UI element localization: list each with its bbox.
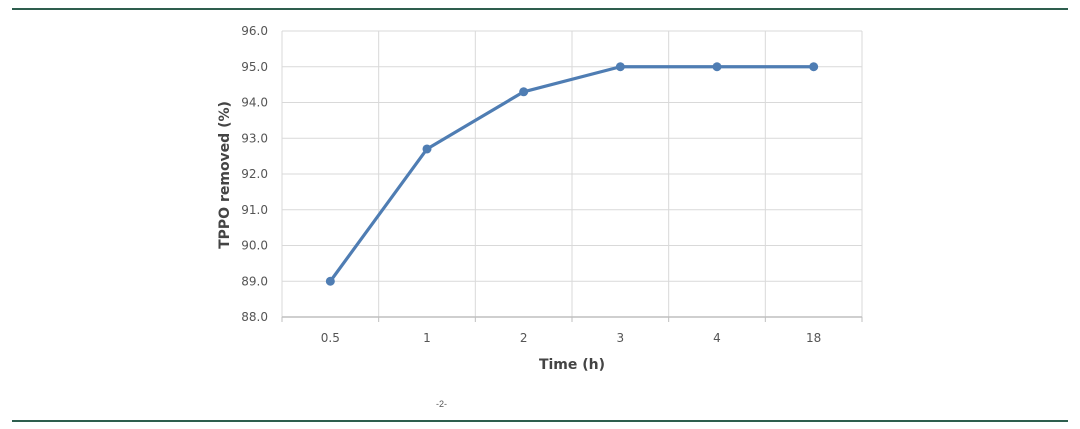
data-point <box>615 62 625 72</box>
vertical-gridlines <box>281 31 863 317</box>
x-tick-label: 1 <box>423 331 431 345</box>
data-point <box>422 144 432 154</box>
data-point <box>325 276 335 286</box>
y-tick-label: 88.0 <box>241 310 268 324</box>
top-divider <box>12 8 1068 10</box>
series-line <box>329 65 814 283</box>
y-tick-label: 90.0 <box>241 239 268 253</box>
bottom-divider <box>12 420 1068 422</box>
page-number-mark: -2- <box>436 399 447 409</box>
x-tick-label: 3 <box>617 331 625 345</box>
x-axis-title: Time (h) <box>539 357 605 373</box>
y-tick-label: 91.0 <box>241 203 268 217</box>
y-tick-label: 93.0 <box>241 131 268 145</box>
data-point <box>712 62 722 72</box>
data-series <box>325 62 819 286</box>
axes <box>281 316 863 322</box>
x-tick-labels: 0.5 1 2 3 4 18 <box>321 331 822 345</box>
y-tick-label: 94.0 <box>241 96 268 110</box>
data-point <box>519 87 529 97</box>
x-tick-label: 4 <box>713 331 721 345</box>
y-tick-label: 96.0 <box>241 24 268 38</box>
y-tick-label: 95.0 <box>241 60 268 74</box>
horizontal-gridlines <box>282 30 862 282</box>
x-tick-label: 0.5 <box>321 331 340 345</box>
x-tick-label: 2 <box>520 331 528 345</box>
data-point <box>809 62 819 72</box>
y-tick-label: 92.0 <box>241 167 268 181</box>
y-axis-title: TPPO removed (%) <box>217 101 233 249</box>
x-tick-label: 18 <box>806 331 821 345</box>
y-tick-labels: 88.0 89.0 90.0 91.0 92.0 93.0 94.0 95.0 96.0 <box>241 24 268 324</box>
y-tick-label: 89.0 <box>241 274 268 288</box>
